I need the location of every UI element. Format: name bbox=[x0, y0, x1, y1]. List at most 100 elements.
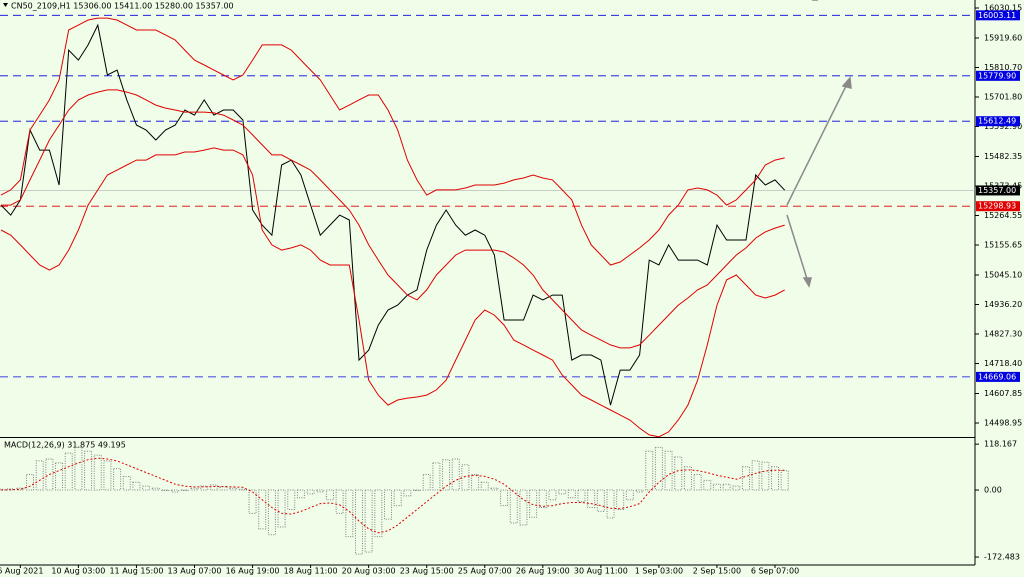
x-tick-label: 18 Aug 11:00 bbox=[284, 567, 338, 576]
series-line bbox=[0, 457, 785, 534]
histogram-bar bbox=[354, 489, 363, 555]
level-label: 15612.49 bbox=[978, 117, 1016, 126]
series-line bbox=[1, 89, 785, 349]
x-tick-label: 25 Aug 07:00 bbox=[458, 567, 512, 576]
histogram-bar bbox=[751, 460, 760, 491]
y-tick-label: -172.483 bbox=[984, 553, 1020, 562]
histogram-bar bbox=[316, 489, 325, 493]
histogram-bar bbox=[306, 489, 315, 495]
histogram-bar bbox=[26, 474, 35, 491]
histogram-bar bbox=[683, 466, 692, 491]
x-tick-label: 10 Aug 03:00 bbox=[51, 567, 105, 576]
level-label: 14669.06 bbox=[978, 372, 1016, 381]
histogram-bar bbox=[761, 461, 770, 491]
level-tag: 15612.49 bbox=[976, 116, 1020, 127]
histogram-bar bbox=[741, 466, 750, 491]
x-tick-label: 16 Aug 19:00 bbox=[226, 567, 280, 576]
level-tag-box bbox=[976, 70, 1020, 81]
histogram-bar bbox=[596, 489, 605, 512]
histogram-bar bbox=[229, 487, 238, 491]
histogram-bar bbox=[645, 450, 654, 491]
plot-background bbox=[0, 0, 975, 565]
histogram-bar bbox=[451, 458, 460, 491]
histogram-bar bbox=[635, 489, 644, 493]
chart-title: CN50_2109,H1 15306.00 15411.00 15280.00 … bbox=[11, 2, 234, 11]
arrow-down bbox=[786, 214, 809, 283]
x-tick-label: 13 Aug 07:00 bbox=[168, 567, 222, 576]
histogram-bar bbox=[500, 489, 509, 507]
series-line bbox=[0, 147, 785, 438]
histogram-bar bbox=[461, 464, 470, 491]
histogram-bar bbox=[0, 488, 5, 491]
current-price-tag: 15357.00 bbox=[976, 185, 1020, 196]
histogram-bar bbox=[422, 474, 431, 491]
x-tick-label: 23 Aug 15:00 bbox=[400, 567, 454, 576]
histogram-bar bbox=[722, 483, 731, 491]
histogram-bar bbox=[519, 489, 528, 526]
arrow-head bbox=[841, 76, 852, 89]
y-tick-label: 15701.80 bbox=[984, 92, 1022, 101]
level-tag: 16003.11 bbox=[976, 10, 1020, 21]
histogram-bar bbox=[151, 487, 160, 491]
x-tick-label: 2 Sep 15:00 bbox=[693, 567, 741, 576]
arrow-up bbox=[786, 81, 849, 206]
histogram-bar bbox=[771, 466, 779, 491]
level-tag-box bbox=[976, 371, 1020, 382]
level-tag-box bbox=[976, 10, 1020, 21]
level-label: 16003.11 bbox=[978, 11, 1016, 20]
histogram-bar bbox=[103, 460, 112, 491]
y-tick-label: 15592.90 bbox=[984, 122, 1022, 131]
level-tag: 15779.90 bbox=[976, 70, 1020, 81]
histogram-bar bbox=[664, 450, 673, 491]
histogram-bar bbox=[471, 474, 480, 491]
title-marker bbox=[3, 3, 8, 7]
y-tick-label: 15810.70 bbox=[984, 63, 1022, 72]
forecast-arrows bbox=[786, 0, 852, 288]
histogram-bar bbox=[654, 446, 663, 491]
y-tick-label: 14498.95 bbox=[984, 419, 1022, 428]
histogram-bar bbox=[413, 489, 422, 492]
y-tick-label: 14607.85 bbox=[984, 389, 1022, 398]
histogram-bar bbox=[122, 475, 131, 491]
histogram-bar bbox=[558, 489, 567, 495]
y-tick-label: 0.00 bbox=[984, 486, 1002, 495]
current-price-box bbox=[976, 185, 1020, 196]
arrow-head bbox=[802, 277, 812, 288]
histogram-bar bbox=[403, 489, 412, 497]
y-tick-label: 15919.60 bbox=[984, 33, 1022, 42]
y-tick-label: 15045.10 bbox=[984, 270, 1022, 279]
x-axis-background bbox=[0, 565, 975, 577]
histogram-bar bbox=[258, 489, 267, 530]
histogram-bar bbox=[171, 489, 180, 493]
histogram-bar bbox=[200, 485, 209, 491]
histogram-bar bbox=[74, 446, 83, 491]
x-tick-label: 20 Aug 03:00 bbox=[342, 567, 396, 576]
y-tick-label: 14718.40 bbox=[984, 359, 1022, 368]
histogram-bar bbox=[267, 489, 276, 536]
level-label: 15779.90 bbox=[978, 71, 1016, 80]
level-tag-box bbox=[976, 116, 1020, 127]
histogram-bar bbox=[45, 458, 54, 491]
indicator-title: MACD(12,26,9) 31.875 49.195 bbox=[4, 441, 126, 450]
histogram-bar bbox=[161, 489, 170, 492]
histogram-bar bbox=[16, 487, 25, 491]
histogram-bar bbox=[238, 488, 247, 491]
y-tick-label: 15482.35 bbox=[984, 152, 1022, 161]
histogram-bar bbox=[442, 459, 451, 491]
histogram-bar bbox=[84, 450, 93, 491]
y-tick-label: 118.167 bbox=[984, 440, 1017, 449]
level-tag: 14669.06 bbox=[976, 371, 1020, 382]
current-price-label: 15357.00 bbox=[978, 186, 1016, 195]
histogram-bar bbox=[732, 485, 741, 491]
histogram-bar bbox=[577, 489, 586, 503]
histogram-bar bbox=[712, 483, 721, 491]
y-tick-label: 14936.20 bbox=[984, 300, 1022, 309]
x-tick-label: 1 Sep 03:00 bbox=[635, 567, 683, 576]
x-tick-label: 30 Aug 11:00 bbox=[574, 567, 628, 576]
y-tick-label: 16030.15 bbox=[984, 4, 1022, 13]
histogram-bar bbox=[693, 474, 702, 491]
histogram-bar bbox=[142, 485, 151, 491]
axis-background bbox=[975, 0, 1024, 577]
series-line bbox=[0, 23, 786, 406]
